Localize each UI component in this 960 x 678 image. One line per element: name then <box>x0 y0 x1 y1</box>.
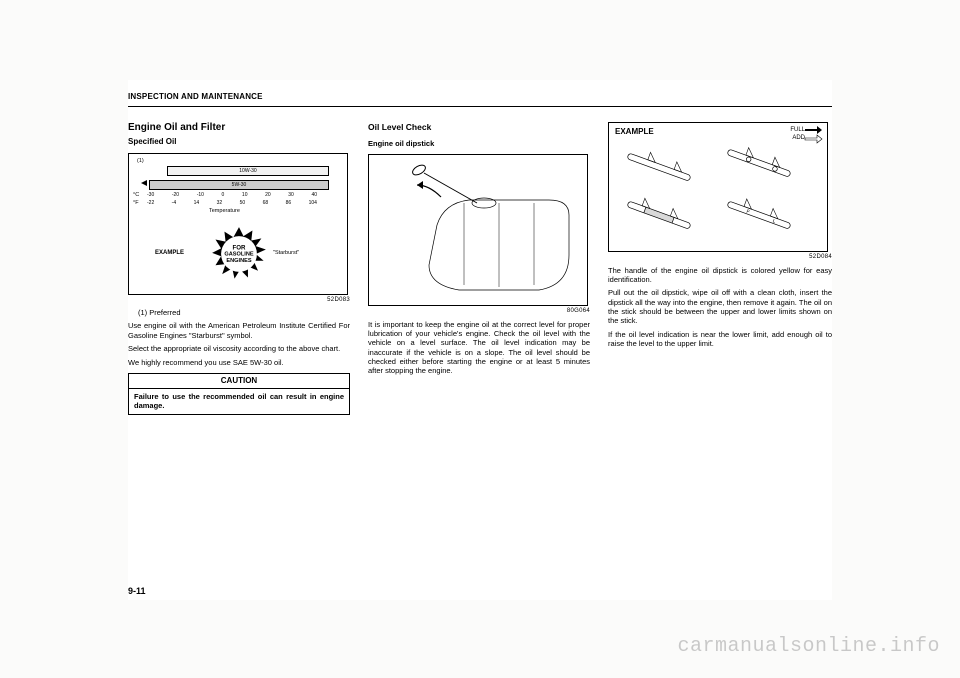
chart-marker: (1) <box>137 158 144 165</box>
tick: 0 <box>222 192 225 198</box>
tick: 10 <box>242 192 248 198</box>
dipstick-letter: L <box>772 218 777 225</box>
scale-f: -22 -4 14 32 50 68 86 104 <box>147 200 317 206</box>
header-title: INSPECTION AND MAINTENANCE <box>128 92 263 101</box>
caution-box: CAUTION Failure to use the recommended o… <box>128 373 350 415</box>
starburst-text: FOR <box>233 244 247 251</box>
dipstick-letter: F <box>745 209 750 216</box>
body-text: We highly recommend you use SAE 5W-30 oi… <box>128 358 350 367</box>
column-1: Engine Oil and Filter Specified Oil (1) … <box>128 122 350 415</box>
starburst-text: ENGINES <box>226 257 251 263</box>
starburst-text: GASOLINE <box>224 251 253 257</box>
tick: 40 <box>311 192 317 198</box>
dipstick-heading: Engine oil dipstick <box>368 139 590 148</box>
preferred-note: (1) Preferred <box>138 308 350 317</box>
example-figure: EXAMPLE FULL ADD <box>608 122 828 252</box>
caution-title: CAUTION <box>129 374 349 389</box>
tick: 104 <box>309 200 317 206</box>
page-number: 9-11 <box>128 586 146 596</box>
starburst-right-label: "Starburst" <box>273 250 299 257</box>
body-text: The handle of the engine oil dipstick is… <box>608 266 832 285</box>
preferred-arrow-icon <box>141 180 147 186</box>
column-3: EXAMPLE FULL ADD <box>608 122 832 353</box>
body-text: Pull out the oil dipstick, wipe oil off … <box>608 288 832 326</box>
body-text: If the oil level indication is near the … <box>608 330 832 349</box>
dipstick-examples-icon: F L <box>609 123 827 251</box>
scale-f-label: °F <box>133 200 139 207</box>
temperature-label: Temperature <box>209 208 240 215</box>
figure-code: 52D083 <box>128 297 350 305</box>
figure-code: 52D084 <box>608 254 832 262</box>
tick: 32 <box>217 200 223 206</box>
tick: 68 <box>263 200 269 206</box>
scale-c: -30 -20 -10 0 10 20 30 40 <box>147 192 317 198</box>
tick: 86 <box>286 200 292 206</box>
tick: 14 <box>194 200 200 206</box>
tick: 30 <box>288 192 294 198</box>
watermark: carmanualsonline.info <box>677 635 940 658</box>
tick: -30 <box>147 192 154 198</box>
tick: 50 <box>240 200 246 206</box>
oil-level-heading: Oil Level Check <box>368 122 590 133</box>
figure-code: 80G064 <box>368 308 590 316</box>
dipstick-figure <box>368 154 588 306</box>
column-2: Oil Level Check Engine oil dipstick 80G0… <box>368 122 590 380</box>
page: INSPECTION AND MAINTENANCE Engine Oil an… <box>128 80 832 600</box>
tick: 20 <box>265 192 271 198</box>
specified-oil-heading: Specified Oil <box>128 137 350 147</box>
scale-c-label: °C <box>133 192 139 199</box>
caution-body: Failure to use the recommended oil can r… <box>129 389 349 414</box>
example-label: EXAMPLE <box>155 250 184 258</box>
engine-oil-heading: Engine Oil and Filter <box>128 122 350 135</box>
tick: -22 <box>147 200 154 206</box>
viscosity-bar-10w30: 10W-30 <box>167 166 329 176</box>
header-rule <box>128 106 832 107</box>
body-text: Use engine oil with the American Petrole… <box>128 321 350 340</box>
tick: -20 <box>172 192 179 198</box>
body-text: Select the appropriate oil viscosity acc… <box>128 344 350 353</box>
tick: -10 <box>197 192 204 198</box>
engine-illustration-icon <box>369 155 587 305</box>
starburst-icon: FOR GASOLINE ENGINES <box>211 226 267 282</box>
viscosity-bar-5w30: 5W-30 <box>149 180 329 190</box>
body-text: It is important to keep the engine oil a… <box>368 320 590 376</box>
tick: -4 <box>172 200 176 206</box>
viscosity-figure: (1) 10W-30 5W-30 °C -30 -20 -10 0 10 20 … <box>128 153 348 295</box>
